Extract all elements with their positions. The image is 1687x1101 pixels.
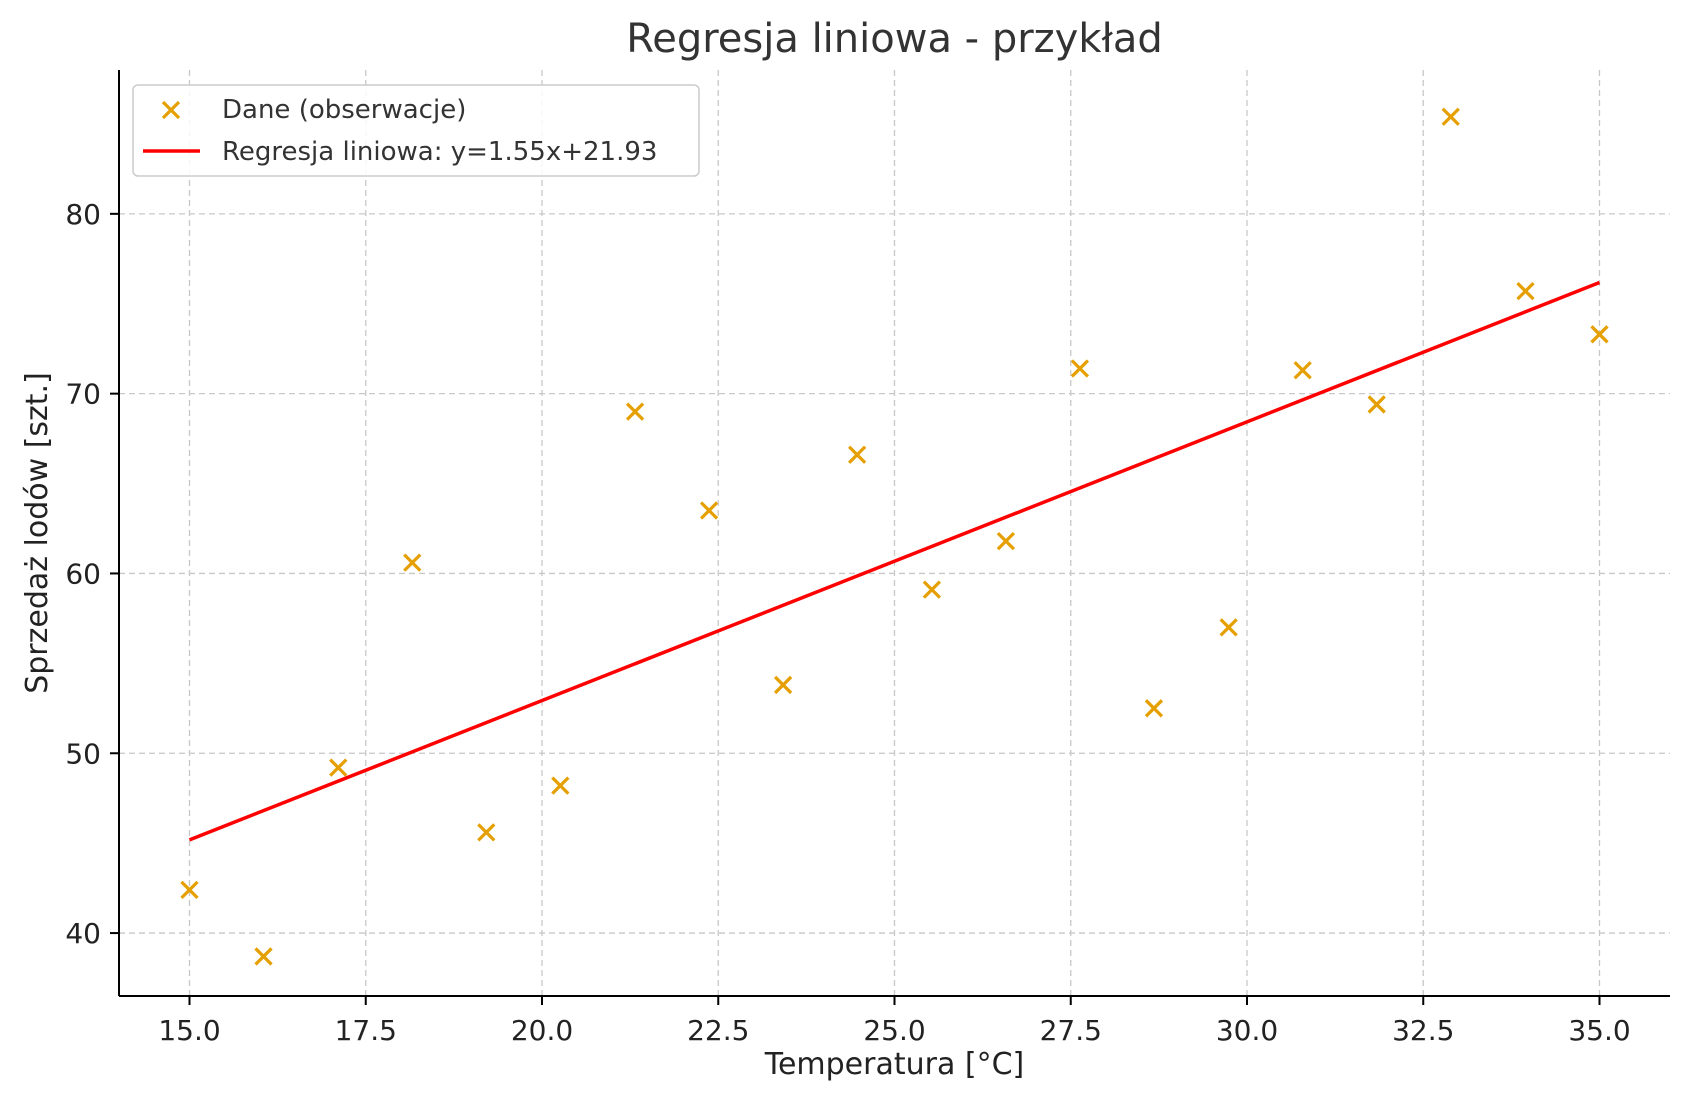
data-point xyxy=(1293,361,1312,380)
legend-item-regression: Regresja liniowa: y=1.55x+21.93 xyxy=(143,137,657,167)
data-point xyxy=(551,776,570,795)
grid xyxy=(119,70,1670,996)
legend: Dane (obserwacje) Regresja liniowa: y=1.… xyxy=(132,84,700,177)
legend-box xyxy=(132,84,700,177)
ticks: 15.0 17.5 20.0 22.5 25.0 27.5 30.0 32.5 35.0 40 50… xyxy=(65,198,1630,1047)
chart-title: Regresja liniowa - przykład xyxy=(626,16,1163,62)
legend-item-observations: Dane (obserwacje) xyxy=(161,95,466,125)
x-tick-label: 27.5 xyxy=(1040,1014,1102,1047)
data-point xyxy=(1441,107,1460,126)
data-point xyxy=(254,947,273,966)
data-point xyxy=(1516,282,1535,301)
regression-line xyxy=(188,280,1601,842)
data-point xyxy=(329,758,348,777)
x-tick-label: 22.5 xyxy=(687,1014,749,1047)
data-point xyxy=(699,501,719,520)
x-tick-label: 17.5 xyxy=(335,1014,397,1047)
data-point xyxy=(625,402,645,421)
data-point xyxy=(180,880,199,900)
x-tick-label: 30.0 xyxy=(1216,1014,1278,1047)
y-tick-label: 70 xyxy=(65,378,101,411)
x-tick-label: 15.0 xyxy=(158,1014,220,1047)
data-point xyxy=(1590,325,1609,344)
x-tick-label: 20.0 xyxy=(511,1014,573,1047)
data-point xyxy=(922,580,941,599)
x-tick-label: 35.0 xyxy=(1568,1014,1630,1047)
data-point xyxy=(403,553,422,572)
legend-label-regression: Regresja liniowa: y=1.55x+21.93 xyxy=(222,137,657,167)
y-tick-label: 60 xyxy=(65,557,101,590)
plot-area xyxy=(180,107,1609,966)
data-point xyxy=(996,531,1016,551)
y-tick-label: 50 xyxy=(65,737,101,770)
data-point xyxy=(1367,395,1386,414)
y-tick-label: 80 xyxy=(65,198,101,231)
legend-marker-x-icon xyxy=(161,100,181,120)
data-point xyxy=(848,445,867,464)
data-point xyxy=(773,675,793,695)
y-axis-label: Sprzedaż lodów [szt.] xyxy=(20,372,55,694)
data-point xyxy=(477,823,496,842)
x-tick-label: 25.0 xyxy=(863,1014,925,1047)
legend-label-observations: Dane (obserwacje) xyxy=(222,95,466,125)
data-point xyxy=(1070,359,1090,378)
y-tick-label: 40 xyxy=(65,917,101,950)
data-point xyxy=(1219,618,1238,637)
x-tick-label: 32.5 xyxy=(1392,1014,1454,1047)
data-point xyxy=(1144,699,1164,718)
x-axis-label: Temperatura [°C] xyxy=(764,1047,1025,1082)
